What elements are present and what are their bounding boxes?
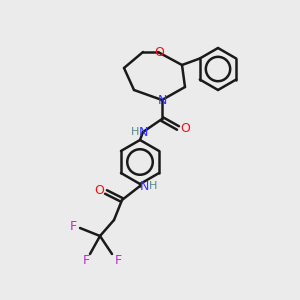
Text: H: H (149, 181, 157, 191)
Text: F: F (69, 220, 76, 233)
Text: N: N (139, 179, 149, 193)
Text: F: F (82, 254, 90, 266)
Text: O: O (154, 46, 164, 59)
Text: O: O (94, 184, 104, 197)
Text: F: F (114, 254, 122, 266)
Text: N: N (138, 125, 148, 139)
Text: O: O (180, 122, 190, 134)
Text: H: H (131, 127, 139, 137)
Text: N: N (157, 94, 167, 107)
